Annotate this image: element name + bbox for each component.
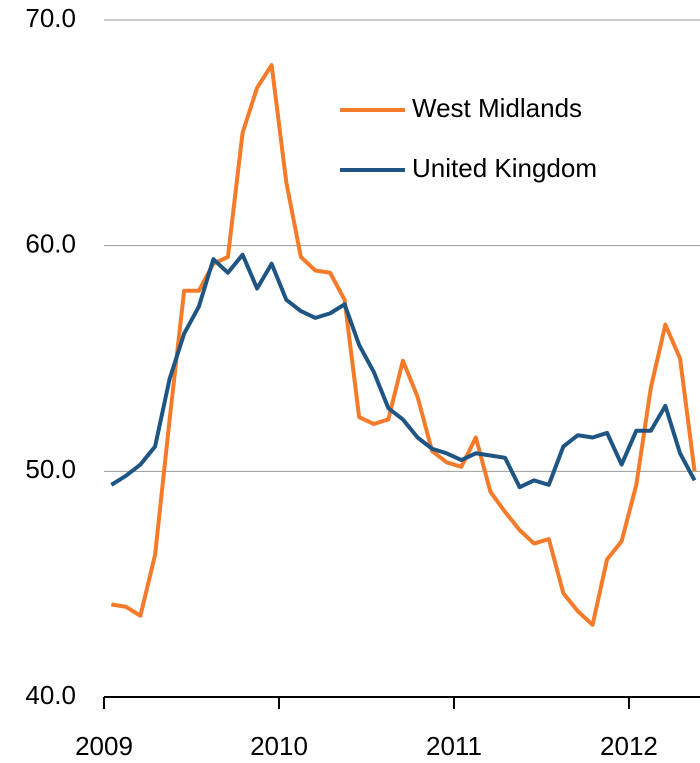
y-tick-label: 70.0 xyxy=(25,3,76,33)
x-tick-label: 2011 xyxy=(426,731,482,761)
x-tick-label: 2012 xyxy=(600,731,658,761)
x-tick-label: 2010 xyxy=(250,731,308,761)
series-line xyxy=(110,252,697,490)
y-tick-label: 40.0 xyxy=(25,680,76,710)
legend-label: West Midlands xyxy=(412,93,582,123)
y-tick-label: 60.0 xyxy=(25,229,76,259)
y-tick-label: 50.0 xyxy=(25,454,76,484)
series-line xyxy=(111,63,697,627)
x-tick-label: 2009 xyxy=(75,731,133,761)
legend-label: United Kingdom xyxy=(412,153,597,183)
